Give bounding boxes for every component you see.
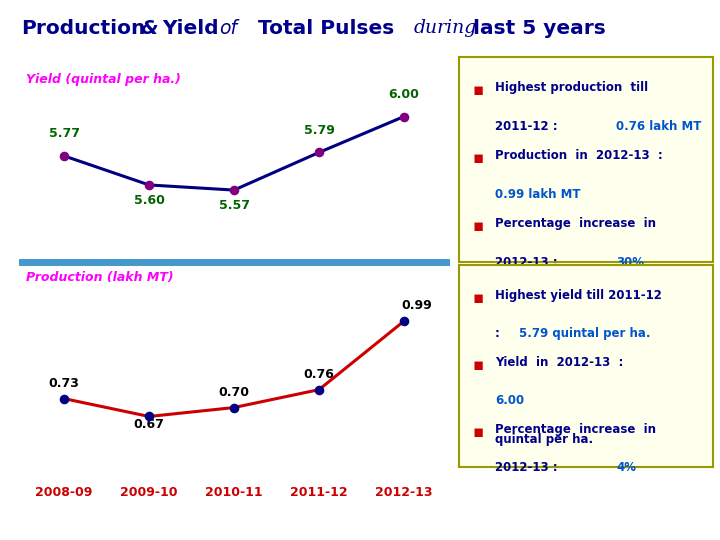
Text: Highest yield till 2011-12: Highest yield till 2011-12: [495, 289, 662, 302]
Text: Production  in  2012-13  :: Production in 2012-13 :: [495, 149, 662, 162]
Text: 0.67: 0.67: [134, 418, 164, 431]
Text: quintal per ha.: quintal per ha.: [495, 433, 593, 446]
Point: [143, 181, 155, 190]
Text: 0.99 lakh MT: 0.99 lakh MT: [495, 188, 580, 201]
Point: [313, 148, 325, 157]
Text: 2008-09: 2008-09: [35, 486, 93, 499]
Text: ▪: ▪: [472, 149, 483, 167]
Text: 2011-12 :: 2011-12 :: [495, 120, 562, 133]
Text: 6.00: 6.00: [389, 88, 419, 101]
Text: last 5 years: last 5 years: [473, 19, 606, 38]
Text: 5.79: 5.79: [304, 124, 334, 137]
Text: 0.70: 0.70: [218, 386, 250, 399]
Text: Percentage  increase  in: Percentage increase in: [495, 217, 656, 230]
Text: 2012-13 :: 2012-13 :: [495, 461, 562, 474]
Text: Highest production  till: Highest production till: [495, 82, 648, 94]
Text: 2012-13 :: 2012-13 :: [495, 256, 562, 269]
Text: 0.76: 0.76: [304, 368, 334, 381]
Text: 0.99: 0.99: [401, 299, 432, 312]
Text: Total Pulses: Total Pulses: [251, 19, 394, 38]
Text: Production: Production: [22, 19, 146, 38]
Text: 2010-11: 2010-11: [205, 486, 263, 499]
Text: Production (lakh MT): Production (lakh MT): [26, 271, 174, 284]
Text: 5.60: 5.60: [134, 194, 164, 207]
Text: Yield: Yield: [162, 19, 219, 38]
Text: &: &: [140, 19, 158, 38]
Text: :: :: [495, 327, 504, 340]
Point: [398, 112, 410, 121]
Text: 2009-10: 2009-10: [120, 486, 178, 499]
Text: Percentage  increase  in: Percentage increase in: [495, 422, 656, 436]
Text: 5.57: 5.57: [218, 199, 250, 212]
Text: 5.79 quintal per ha.: 5.79 quintal per ha.: [519, 327, 651, 340]
Point: [398, 317, 410, 326]
Text: Yield  in  2012-13  :: Yield in 2012-13 :: [495, 356, 631, 369]
Text: ▪: ▪: [472, 82, 483, 99]
Text: ▪: ▪: [472, 422, 483, 441]
Text: ▪: ▪: [472, 289, 483, 307]
Text: 2012-13: 2012-13: [375, 486, 433, 499]
Point: [313, 386, 325, 394]
Point: [143, 412, 155, 421]
Point: [228, 403, 240, 412]
Text: during: during: [414, 19, 477, 37]
Text: ▪: ▪: [472, 356, 483, 374]
Text: 30%: 30%: [616, 256, 644, 269]
Text: 0.73: 0.73: [49, 377, 79, 390]
Text: 5.77: 5.77: [48, 127, 80, 140]
Text: 2011-12: 2011-12: [290, 486, 348, 499]
Text: 0.76 lakh MT: 0.76 lakh MT: [616, 120, 702, 133]
Text: 4%: 4%: [616, 461, 636, 474]
Point: [58, 394, 70, 403]
Text: of: of: [220, 19, 238, 38]
Text: 6.00: 6.00: [495, 394, 524, 407]
Text: ▪: ▪: [472, 217, 483, 235]
Text: Yield (quintal per ha.): Yield (quintal per ha.): [26, 73, 181, 86]
Point: [58, 152, 70, 160]
Point: [228, 186, 240, 194]
